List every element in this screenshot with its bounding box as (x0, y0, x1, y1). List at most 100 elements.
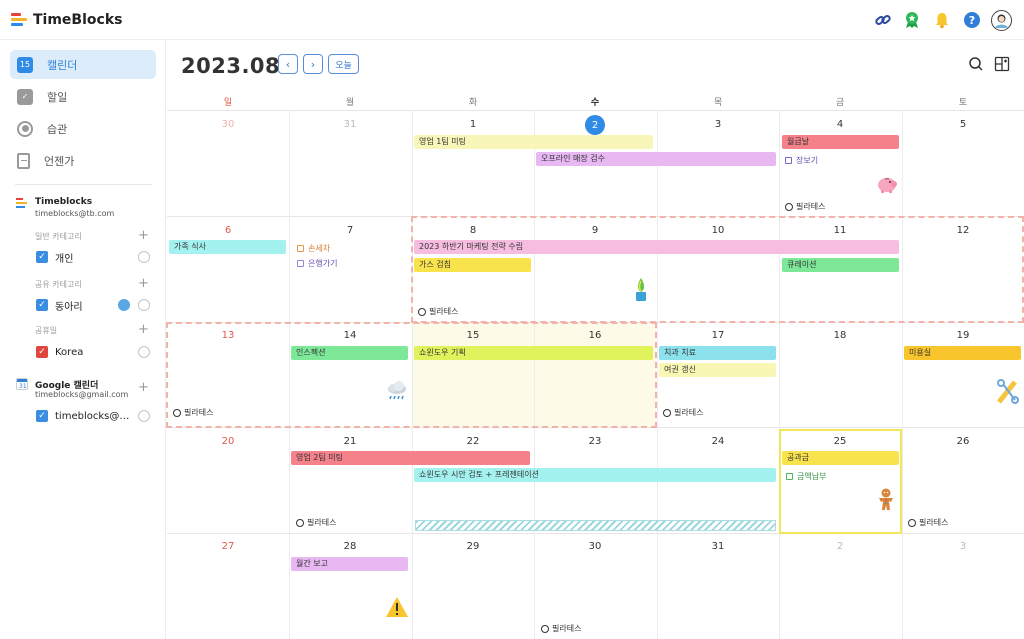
day-number[interactable]: 19 (956, 330, 970, 341)
event-bar[interactable]: 영업 2팀 미팅 (291, 451, 530, 465)
habit-circle-icon[interactable] (908, 518, 916, 527)
gear-icon[interactable] (138, 410, 150, 422)
day-number[interactable]: 12 (956, 225, 970, 236)
add-holiday-button[interactable]: + (138, 322, 149, 337)
task-item[interactable]: 장보기 (785, 155, 818, 166)
event-bar[interactable]: 미용실 (904, 346, 1021, 360)
avatar[interactable] (991, 10, 1012, 31)
bell-icon[interactable] (932, 10, 952, 30)
habit-circle-icon[interactable] (296, 518, 304, 527)
checkbox-checked-icon[interactable]: ✓ (36, 346, 48, 358)
day-number[interactable]: 30 (221, 119, 235, 130)
day-number[interactable]: 16 (588, 330, 602, 341)
day-number[interactable]: 20 (221, 436, 235, 447)
add-shared-category-button[interactable]: + (138, 276, 149, 291)
nav-todo[interactable]: ✓ 할일 (10, 82, 156, 111)
day-number[interactable]: 30 (588, 541, 602, 552)
event-bar[interactable]: 가스 검침 (414, 258, 531, 272)
day-number[interactable]: 1 (469, 119, 477, 130)
add-general-category-button[interactable]: + (138, 228, 149, 243)
event-bar[interactable]: 쇼윈도우 기획 (414, 346, 653, 360)
day-number[interactable]: 26 (956, 436, 970, 447)
category-personal[interactable]: ✓ 개인 (36, 250, 154, 265)
link-icon[interactable] (873, 10, 893, 30)
nav-calendar[interactable]: 15 캘린더 (10, 50, 156, 79)
day-number[interactable]: 3 (959, 541, 967, 552)
nav-someday[interactable]: 언젠가 (10, 146, 156, 175)
gear-icon[interactable] (138, 346, 150, 358)
today-day-number[interactable]: 2 (585, 115, 605, 135)
checkbox-checked-icon[interactable]: ✓ (36, 410, 48, 422)
category-korea[interactable]: ✓ Korea (36, 345, 154, 359)
day-number[interactable]: 14 (343, 330, 357, 341)
day-number[interactable]: 22 (466, 436, 480, 447)
day-number[interactable]: 13 (221, 330, 235, 341)
habit-item[interactable]: 필라테스 (663, 407, 703, 418)
day-number[interactable]: 25 (833, 436, 847, 447)
day-number[interactable]: 2 (836, 541, 844, 552)
day-number[interactable]: 21 (343, 436, 357, 447)
event-bar[interactable]: 쇼윈도우 시안 검토 + 프레젠테이션 (414, 468, 776, 482)
event-bar[interactable]: 오프라인 매장 검수 (536, 152, 776, 166)
habit-circle-icon[interactable] (785, 202, 793, 211)
checkbox-checked-icon[interactable]: ✓ (36, 299, 48, 311)
gear-icon[interactable] (138, 299, 150, 311)
event-bar[interactable]: 2023 하반기 마케팅 전략 수립 (414, 240, 899, 254)
day-number[interactable]: 11 (833, 225, 847, 236)
event-bar[interactable]: 여권 갱신 (659, 363, 776, 377)
task-checkbox[interactable] (785, 157, 792, 164)
app-logo[interactable]: TimeBlocks (11, 12, 122, 28)
category-club[interactable]: ✓ 동아리 (36, 298, 154, 313)
habit-circle-icon[interactable] (541, 624, 549, 633)
checkbox-checked-icon[interactable]: ✓ (36, 251, 48, 263)
hatched-time-block[interactable] (415, 520, 776, 531)
day-number[interactable]: 17 (711, 330, 725, 341)
prev-month-button[interactable]: ‹ (278, 54, 298, 74)
habit-circle-icon[interactable] (663, 408, 671, 417)
event-bar[interactable]: 영업 1팀 미팅 (414, 135, 653, 149)
task-checkbox[interactable] (297, 260, 304, 267)
habit-item[interactable]: 필라테스 (296, 517, 336, 528)
google-calendar-item[interactable]: ✓ timeblocks@ga… (36, 409, 154, 423)
day-number[interactable]: 29 (466, 541, 480, 552)
day-number[interactable]: 8 (469, 225, 477, 236)
event-bar[interactable]: 큐레이션 (782, 258, 899, 272)
event-bar[interactable]: 가족 식사 (169, 240, 286, 254)
layout-icon[interactable] (994, 56, 1010, 76)
task-checkbox[interactable] (786, 473, 793, 480)
day-number[interactable]: 7 (346, 225, 354, 236)
event-bar[interactable]: 월간 보고 (291, 557, 408, 571)
next-month-button[interactable]: › (303, 54, 323, 74)
day-number[interactable]: 3 (714, 119, 722, 130)
day-number[interactable]: 9 (591, 225, 599, 236)
day-number[interactable]: 28 (343, 541, 357, 552)
day-number[interactable]: 31 (343, 119, 357, 130)
habit-item[interactable]: 필라테스 (908, 517, 948, 528)
event-bar[interactable]: 인스펙션 (291, 346, 408, 360)
day-number[interactable]: 18 (833, 330, 847, 341)
day-number[interactable]: 24 (711, 436, 725, 447)
task-item[interactable]: 손세차 (297, 243, 330, 254)
task-item[interactable]: 금액납부 (786, 471, 826, 482)
habit-circle-icon[interactable] (418, 307, 426, 316)
day-number[interactable]: 10 (711, 225, 725, 236)
day-number[interactable]: 5 (959, 119, 967, 130)
day-number[interactable]: 23 (588, 436, 602, 447)
habit-item[interactable]: 필라테스 (418, 306, 458, 317)
add-google-calendar-button[interactable]: + (138, 380, 149, 395)
event-bar[interactable]: 치과 치료 (659, 346, 776, 360)
day-number[interactable]: 6 (224, 225, 232, 236)
task-item[interactable]: 은행가기 (297, 258, 337, 269)
event-bar[interactable]: 월급날 (782, 135, 899, 149)
day-number[interactable]: 31 (711, 541, 725, 552)
help-icon[interactable]: ? (962, 10, 982, 30)
habit-circle-icon[interactable] (173, 408, 181, 417)
habit-item[interactable]: 필라테스 (785, 201, 825, 212)
nav-habit[interactable]: 습관 (10, 114, 156, 143)
gear-icon[interactable] (138, 251, 150, 263)
day-number[interactable]: 4 (836, 119, 844, 130)
task-checkbox[interactable] (297, 245, 304, 252)
award-badge-icon[interactable] (902, 10, 922, 30)
event-bar[interactable]: 공과금 (782, 451, 899, 465)
search-icon[interactable] (968, 56, 984, 76)
